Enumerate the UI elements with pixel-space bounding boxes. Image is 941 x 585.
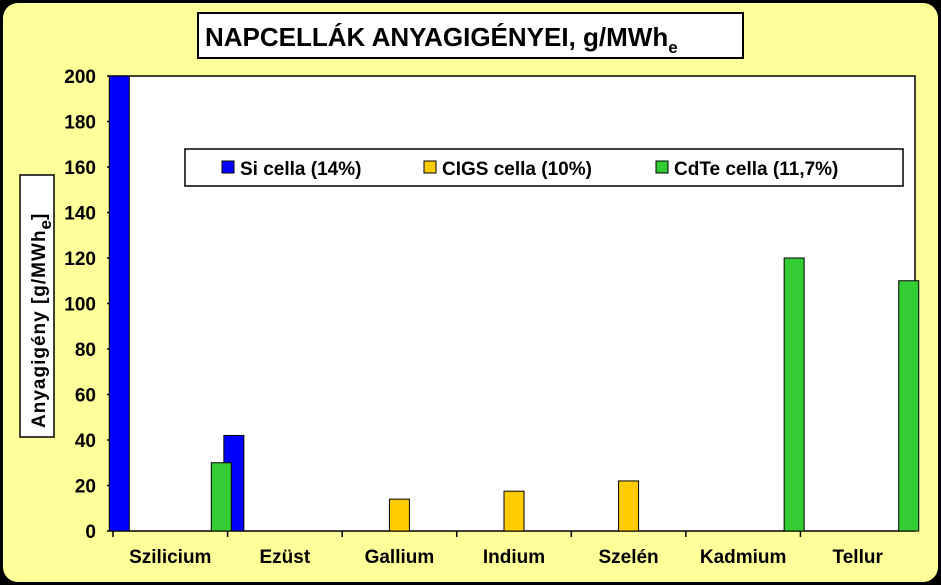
x-tick-label: Kadmium bbox=[700, 547, 787, 568]
svg-text:NAPCELLÁK ANYAGIGÉNYEI, g/MWhe: NAPCELLÁK ANYAGIGÉNYEI, g/MWhe bbox=[205, 22, 678, 57]
y-axis-label-group: Anyagigény [g/MWhe] bbox=[19, 174, 55, 438]
x-tick-label: Gallium bbox=[365, 547, 435, 568]
y-tick-label: 180 bbox=[64, 113, 96, 134]
bar-szel-n-series-1 bbox=[618, 480, 640, 532]
y-axis-label-subscript: e bbox=[36, 220, 55, 229]
bar-szilicium-series-2 bbox=[210, 462, 232, 532]
legend-label: CIGS cella (10%) bbox=[442, 159, 592, 180]
y-tick-label: 100 bbox=[64, 295, 96, 316]
y-tick-label: 20 bbox=[75, 477, 96, 498]
y-axis-label: Anyagigény [g/MWh bbox=[29, 229, 50, 428]
y-tick-label: 160 bbox=[64, 158, 96, 179]
legend-swatch bbox=[423, 160, 437, 174]
bar-kadmium-series-2 bbox=[783, 257, 805, 532]
chart-title-subscript: e bbox=[668, 38, 677, 57]
legend-swatch bbox=[655, 160, 669, 174]
bar-tellur-series-2 bbox=[898, 280, 920, 532]
x-tick-label: Tellur bbox=[833, 547, 884, 568]
x-tick-label: Szelén bbox=[598, 547, 658, 568]
x-axis-ticks: Szilicium Ezüst Gallium Indium Szelén Kadmium… bbox=[112, 531, 884, 568]
x-tick-label: Szilicium bbox=[129, 547, 211, 568]
y-axis-label-suffix: ] bbox=[29, 213, 50, 220]
svg-text:Anyagigény [g/MWhe]: Anyagigény [g/MWhe] bbox=[29, 213, 55, 428]
y-axis-ticks: 0 20 40 60 80 100 120 140 160 180 200 bbox=[64, 67, 113, 543]
bar-gallium-series-1 bbox=[388, 498, 410, 532]
bars bbox=[108, 75, 920, 532]
chart-title-box: NAPCELLÁK ANYAGIGÉNYEI, g/MWhe bbox=[197, 12, 744, 59]
y-tick-label: 0 bbox=[85, 522, 96, 543]
bar-szilicium-series-0 bbox=[108, 75, 130, 532]
legend-swatch bbox=[221, 160, 235, 174]
y-tick-label: 140 bbox=[64, 204, 96, 225]
y-tick-label: 80 bbox=[75, 340, 96, 361]
x-tick-label: Indium bbox=[483, 547, 545, 568]
legend-label: CdTe cella (11,7%) bbox=[674, 159, 838, 180]
x-tick-label: Ezüst bbox=[260, 547, 311, 568]
legend-label: Si cella (14%) bbox=[240, 159, 361, 180]
y-tick-label: 120 bbox=[64, 249, 96, 270]
legend: Si cella (14%) CIGS cella (10%) CdTe cella… bbox=[184, 148, 904, 187]
y-tick-label: 200 bbox=[64, 67, 96, 88]
y-tick-label: 60 bbox=[75, 386, 96, 407]
chart-title: NAPCELLÁK ANYAGIGÉNYEI, g/MWh bbox=[205, 22, 668, 52]
y-tick-label: 40 bbox=[75, 431, 96, 452]
bar-indium-series-1 bbox=[503, 490, 525, 532]
